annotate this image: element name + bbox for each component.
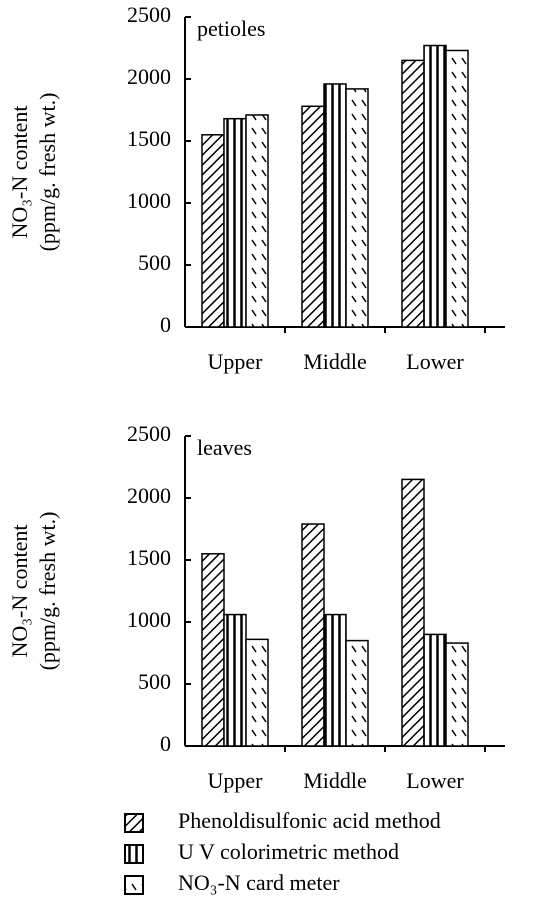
bar — [301, 523, 325, 747]
y-tick-label: 1500 — [127, 545, 171, 570]
bar — [323, 613, 347, 747]
legend-label: U V colorimetric method — [178, 839, 399, 864]
y-tick-label: 0 — [160, 731, 171, 756]
legend-swatch — [124, 813, 144, 833]
x-tick-label: Middle — [303, 349, 367, 374]
panel-label: leaves — [197, 435, 252, 460]
y-tick-label: 1000 — [127, 607, 171, 632]
y-tick-label: 500 — [138, 669, 171, 694]
y-tick-label: 2500 — [127, 421, 171, 446]
y-axis-label: (ppm/g. fresh wt.) — [35, 93, 60, 252]
bar — [423, 633, 447, 747]
bar — [401, 478, 425, 747]
y-tick-label: 2000 — [127, 64, 171, 89]
bar — [323, 83, 347, 328]
panel-label: petioles — [197, 16, 265, 41]
bar — [301, 105, 325, 328]
y-tick-label: 500 — [138, 250, 171, 275]
bar — [201, 134, 225, 328]
y-tick-label: 0 — [160, 312, 171, 337]
y-tick-label: 2500 — [127, 2, 171, 27]
legend-swatch — [124, 875, 144, 895]
bar — [345, 639, 369, 747]
x-tick-label: Lower — [406, 768, 464, 793]
y-tick-label: 1000 — [127, 188, 171, 213]
x-tick-label: Lower — [406, 349, 464, 374]
bar — [423, 44, 447, 328]
legend-label: Phenoldisulfonic acid method — [178, 808, 441, 833]
bar — [245, 638, 269, 747]
x-tick-label: Upper — [208, 768, 264, 793]
bar — [223, 117, 247, 328]
bar — [245, 114, 269, 328]
legend-swatch — [124, 844, 144, 864]
y-axis-label: (ppm/g. fresh wt.) — [35, 512, 60, 671]
y-tick-label: 2000 — [127, 483, 171, 508]
bar — [345, 88, 369, 328]
bar — [201, 553, 225, 747]
bar — [223, 613, 247, 747]
y-axis-label: NO₃-N content — [7, 525, 32, 658]
y-tick-label: 1500 — [127, 126, 171, 151]
x-tick-label: Middle — [303, 768, 367, 793]
y-axis-label: NO₃-N content — [7, 106, 32, 239]
bar — [445, 49, 469, 328]
bar — [445, 642, 469, 747]
x-tick-label: Upper — [208, 349, 264, 374]
bar — [401, 59, 425, 328]
legend-label: NO₃-N card meter — [178, 870, 340, 895]
